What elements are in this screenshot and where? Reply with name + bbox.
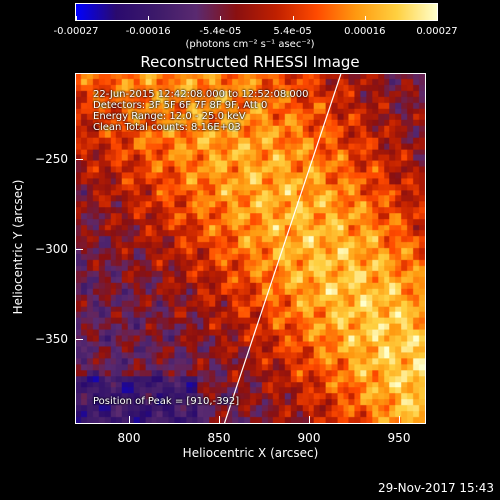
colorbar xyxy=(75,3,438,21)
colorbar-tick-mark xyxy=(292,16,294,21)
colorbar-tick-mark xyxy=(437,16,438,21)
colorbar-tick-mark xyxy=(148,16,150,21)
colorbar-unit-label: (photons cm⁻² s⁻¹ asec⁻²) xyxy=(185,39,315,50)
y-tick-label: −350 xyxy=(35,332,68,347)
detectors-label: Detectors: 3F 5F 6F 7F 8F 9F, Att 0 xyxy=(93,100,268,111)
colorbar-tick-label: -0.00016 xyxy=(125,26,171,37)
time-range-label: 22-Jun-2015 12:42:08.000 to 12:52:08.000 xyxy=(93,89,309,100)
x-axis-label: Heliocentric X (arcsec) xyxy=(182,446,319,460)
x-tick-label: 950 xyxy=(387,431,411,445)
y-tick-mark xyxy=(76,249,83,251)
colorbar-tick-label: 5.4e-05 xyxy=(273,26,312,37)
y-tick-mark xyxy=(76,159,83,161)
x-tick-mark xyxy=(309,416,310,423)
x-tick-mark xyxy=(129,416,130,423)
colorbar-tick-label: 0.00027 xyxy=(416,26,458,37)
energy-range-label: Energy Range: 12.0 - 25.0 keV xyxy=(93,111,246,122)
x-tick-label: 900 xyxy=(297,431,321,445)
x-tick-label: 850 xyxy=(207,431,231,445)
colorbar-tick-mark xyxy=(220,16,222,21)
y-axis-label: Heliocentric Y (arcsec) xyxy=(11,179,25,315)
colorbar-tick-label: -0.00027 xyxy=(53,26,99,37)
chart-title: Reconstructed RHESSI Image xyxy=(140,53,360,71)
limb-line xyxy=(223,74,342,423)
heatmap-image xyxy=(76,74,425,423)
solar-limb xyxy=(223,74,342,423)
method-counts-label: Clean Total counts: 8.16E+03 xyxy=(93,122,241,133)
colorbar-tick-label: -5.4e-05 xyxy=(199,26,242,37)
peak-position-label: Position of Peak = [910,-392] xyxy=(93,396,240,407)
x-tick-mark xyxy=(219,416,220,423)
colorbar-tick-label: 0.00016 xyxy=(344,26,386,37)
x-tick-label: 800 xyxy=(117,431,141,445)
y-tick-label: −300 xyxy=(35,242,68,257)
y-tick-label: −250 xyxy=(35,152,68,167)
plot-area xyxy=(75,73,426,424)
x-tick-mark xyxy=(399,416,400,423)
y-tick-mark xyxy=(76,339,83,341)
colorbar-tick-mark xyxy=(76,16,77,21)
colorbar-tick-mark xyxy=(364,16,366,21)
timestamp: 29-Nov-2017 15:43 xyxy=(378,481,494,495)
